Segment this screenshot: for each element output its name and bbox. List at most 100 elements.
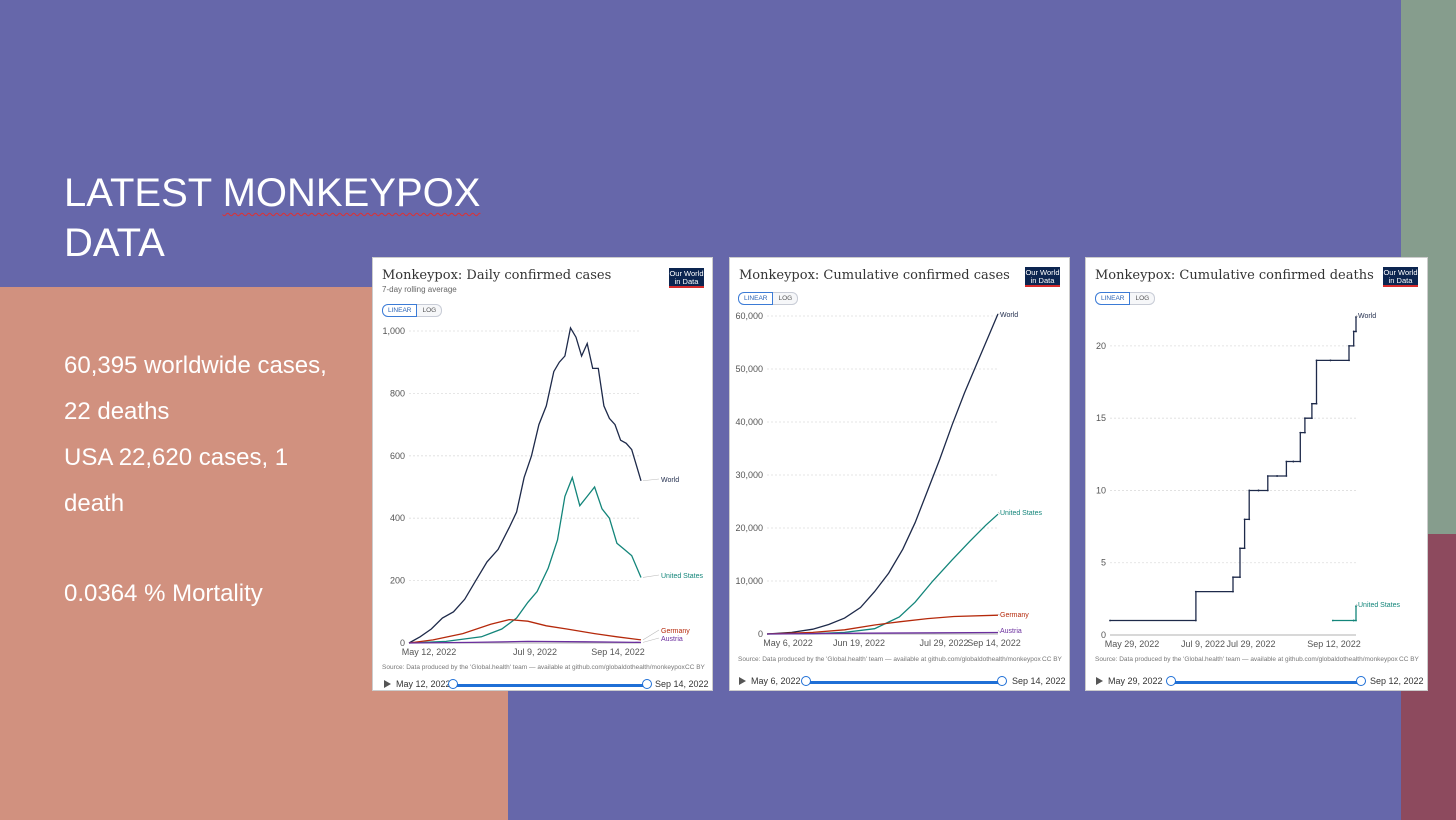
- y-tick-label: 0: [400, 638, 405, 648]
- y-tick-label: 0: [758, 629, 763, 639]
- y-tick-label: 800: [390, 388, 405, 398]
- license-label: CC BY: [1399, 656, 1419, 663]
- play-icon[interactable]: [384, 680, 391, 688]
- label-connector: [642, 478, 660, 482]
- series-label: Germany: [1000, 612, 1029, 619]
- data-point: [1239, 547, 1241, 550]
- data-point: [1239, 576, 1241, 579]
- license-label: CC BY: [1042, 656, 1062, 663]
- x-tick-label: May 29, 2022: [1105, 639, 1160, 649]
- slider-knob-icon[interactable]: [642, 679, 652, 689]
- linear-toggle-button[interactable]: LINEAR: [1095, 292, 1131, 305]
- title-part-latest: LATEST: [64, 171, 223, 215]
- linear-toggle-button[interactable]: LINEAR: [738, 292, 774, 305]
- y-tick-label: 10,000: [735, 576, 763, 586]
- data-point: [1285, 460, 1288, 463]
- data-point: [1352, 330, 1355, 333]
- slider-knob-icon[interactable]: [448, 679, 458, 689]
- y-tick-label: 40,000: [735, 417, 763, 427]
- y-tick-label: 200: [390, 576, 405, 586]
- series-line: [408, 618, 642, 644]
- data-point: [1285, 475, 1288, 477]
- data-point: [1266, 475, 1269, 477]
- slider-knob-icon[interactable]: [1356, 676, 1366, 686]
- y-tick-label: 1,000: [382, 326, 405, 336]
- timeline-start-label: May 12, 2022: [396, 679, 451, 689]
- source-note: Source: Data produced by the 'Global.hea…: [738, 656, 1041, 663]
- data-point: [1331, 619, 1334, 622]
- slide-title: LATEST MONKEYPOX DATA: [64, 168, 480, 268]
- timeline-slider[interactable]: May 12, 2022 Sep 14, 2022: [384, 679, 709, 693]
- y-tick-label: 20,000: [735, 523, 763, 533]
- y-tick-label: 15: [1096, 413, 1106, 423]
- owid-logo: Our World in Data: [1025, 267, 1060, 287]
- data-point: [1194, 619, 1197, 622]
- data-point: [1348, 359, 1350, 362]
- label-connector: [997, 613, 1001, 616]
- timeline-slider[interactable]: May 6, 2022 Sep 14, 2022: [739, 676, 1066, 690]
- timeline-end-label: Sep 12, 2022: [1370, 676, 1424, 686]
- play-icon[interactable]: [739, 677, 746, 685]
- x-tick-label: Jul 29, 2022: [1226, 639, 1275, 649]
- data-point: [1194, 590, 1197, 593]
- series-line: [766, 313, 999, 635]
- log-toggle-button[interactable]: LOG: [417, 304, 443, 317]
- chart-plot-area: 0 10,000 20,000 30,000 40,000 50,000 60,000 May…: [735, 311, 1042, 648]
- scale-toggle: LINEAR LOG: [382, 304, 443, 317]
- y-tick-label: 5: [1101, 558, 1106, 568]
- data-point: [1329, 359, 1332, 362]
- title-part-data: DATA: [64, 221, 165, 265]
- data-point: [1304, 431, 1306, 434]
- series-line: [408, 326, 642, 644]
- stat-line: 22 deaths: [64, 398, 170, 425]
- series-line: [408, 640, 642, 644]
- stats-block: 60,395 worldwide cases, 22 deaths USA 22…: [64, 343, 327, 617]
- log-toggle-button[interactable]: LOG: [1130, 292, 1156, 305]
- chart-plot-area: 0 5 10 15 20 May 29, 2022 Jul 9, 2022 Jul 29, 2…: [1096, 313, 1401, 649]
- data-point: [1276, 475, 1278, 477]
- x-tick-label: Jul 9, 2022: [1181, 639, 1225, 649]
- chart-plot-area: 0 200 400 600 800 1,000 May 12, 2022 Jul 9, 202…: [382, 326, 704, 657]
- data-point: [1315, 402, 1318, 405]
- mortality-stat: 0.0364 % Mortality: [64, 580, 263, 607]
- data-point: [1352, 619, 1355, 622]
- data-point: [1352, 345, 1355, 347]
- slider-knob-icon[interactable]: [997, 676, 1007, 686]
- data-point: [1266, 489, 1269, 492]
- data-point: [1355, 619, 1357, 622]
- timeline-slider[interactable]: May 29, 2022 Sep 12, 2022: [1096, 676, 1424, 690]
- data-point: [1248, 518, 1251, 521]
- data-point: [1299, 431, 1302, 434]
- timeline-start-label: May 6, 2022: [751, 676, 801, 686]
- data-point: [1355, 605, 1357, 607]
- y-tick-label: 30,000: [735, 470, 763, 480]
- x-tick-label: Jul 29, 2022: [919, 638, 968, 648]
- timeline-track[interactable]: [805, 681, 1003, 684]
- slider-knob-icon[interactable]: [801, 676, 811, 686]
- series-line: [408, 475, 642, 644]
- x-tick-label: Sep 14, 2022: [591, 647, 645, 657]
- data-point: [1257, 489, 1260, 492]
- source-note: Source: Data produced by the 'Global.hea…: [1095, 656, 1398, 663]
- data-point: [1248, 489, 1251, 492]
- data-point: [1304, 417, 1306, 420]
- series-label: United States: [661, 573, 704, 580]
- label-connector: [1355, 603, 1359, 607]
- data-point: [1299, 460, 1302, 463]
- x-tick-label: Jun 19, 2022: [833, 638, 885, 648]
- series-line: [766, 631, 999, 635]
- label-connector: [997, 511, 1001, 515]
- title-part-monkeypox: MONKEYPOX: [222, 171, 481, 215]
- log-toggle-button[interactable]: LOG: [773, 292, 799, 305]
- slider-knob-icon[interactable]: [1166, 676, 1176, 686]
- data-point: [1355, 330, 1357, 333]
- series-label: Austria: [1000, 628, 1022, 635]
- chart-title: Monkeypox: Daily confirmed cases: [382, 268, 612, 283]
- data-point: [1311, 402, 1313, 405]
- chart-card-daily-cases: Monkeypox: Daily confirmed cases 7-day r…: [372, 257, 713, 691]
- linear-toggle-button[interactable]: LINEAR: [382, 304, 418, 317]
- timeline-track[interactable]: [452, 684, 648, 687]
- play-icon[interactable]: [1096, 677, 1103, 685]
- timeline-track[interactable]: [1170, 681, 1362, 684]
- label-connector: [642, 637, 660, 643]
